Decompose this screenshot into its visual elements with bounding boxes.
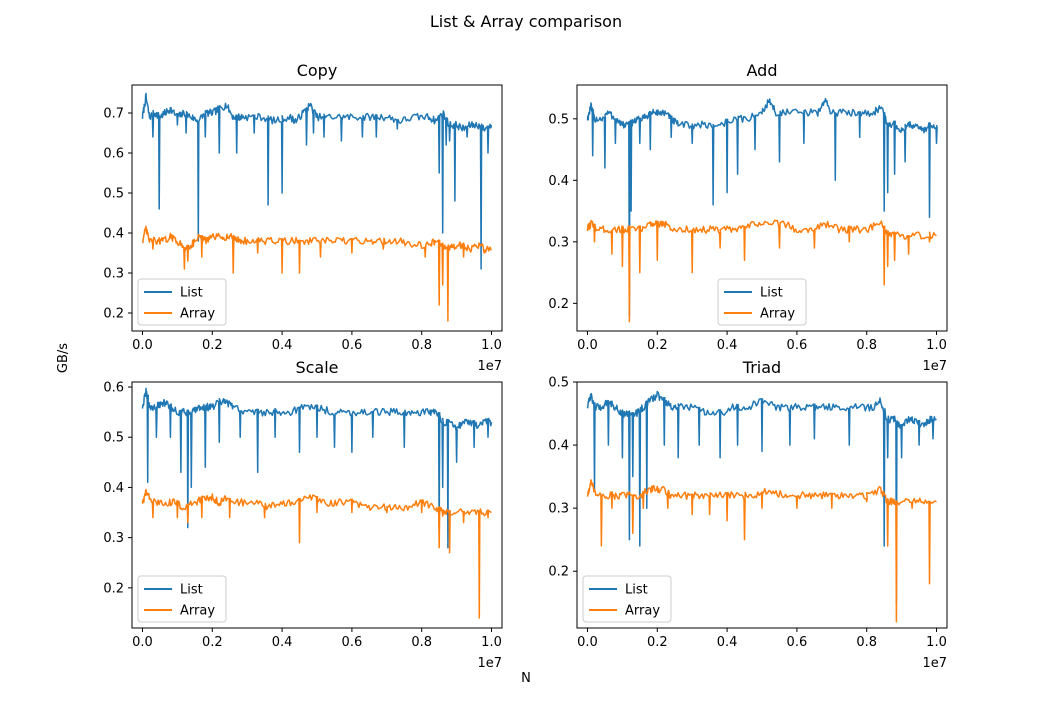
y-tick-label: 0.7 [103,107,124,122]
legend-label-list: List [760,286,783,301]
legend-label-list: List [625,583,648,598]
y-tick-label: 0.5 [103,187,124,202]
x-tick-label: 0.6 [342,635,363,650]
y-tick-label: 0.3 [103,267,124,282]
x-tick-label: 0.2 [202,338,223,353]
subplot-title: Scale [295,358,338,377]
axes-frame [576,381,948,629]
y-tick-label: 0.2 [548,297,569,312]
x-tick-label: 0.8 [411,635,432,650]
copy-subplot: Copy 0.0 0.2 0.4 0.6 0.8 1.0 1e7 0.2 0.3 0.4 0.5 0.… [103,61,503,374]
subplot-title: Add [747,61,778,80]
y-tick-label: 0.6 [103,147,124,162]
y-tick-label: 0.5 [548,112,569,127]
x-tick-label: 0.0 [132,338,153,353]
x-tick-label: 1.0 [481,635,502,650]
x-tick-label: 0.6 [787,338,808,353]
legend: List Array [717,278,807,326]
series-line-list [586,390,937,604]
x-offset-label: 1e7 [922,656,947,671]
legend: List Array [582,575,672,623]
axes-frame [131,84,503,332]
x-tick-label: 0.8 [411,338,432,353]
y-tick-label: 0.3 [548,502,569,517]
y-tick-label: 0.4 [548,174,569,189]
add-subplot: Add 0.0 0.2 0.4 0.6 0.8 1.0 1e7 0.2 0.3 0.4 0.5 Lis… [548,61,948,374]
x-tick-label: 0.6 [787,635,808,650]
x-offset-label: 1e7 [922,359,947,374]
y-tick-label: 0.2 [103,307,124,322]
y-tick-label: 0.2 [548,565,569,580]
triad-subplot: Triad 0.0 0.2 0.4 0.6 0.8 1.0 1e7 0.2 0.3 0.4 0.5 L… [548,358,948,671]
x-tick-label: 0.4 [717,338,738,353]
axes-frame [576,84,948,332]
x-tick-label: 0.0 [577,338,598,353]
series-line-array [142,225,493,322]
legend-label-list: List [180,583,203,598]
figure-xlabel: N [521,671,531,686]
x-tick-label: 0.2 [647,635,668,650]
x-tick-label: 0.0 [132,635,153,650]
legend-label-array: Array [180,604,215,619]
y-tick-label: 0.4 [103,481,124,496]
x-tick-label: 0.0 [577,635,598,650]
series-line-list [586,97,938,317]
subplot-title: Triad [742,358,781,377]
legend-label-array: Array [625,604,660,619]
axes-frame [131,381,503,629]
series-line-list [141,387,493,549]
series-line-array [586,219,937,323]
scale-subplot: Scale 0.0 0.2 0.4 0.6 0.8 1.0 1e7 0.2 0.3 0.4 0.5 0… [103,358,503,671]
y-tick-label: 0.3 [548,235,569,250]
x-tick-label: 0.8 [856,635,877,650]
x-offset-label: 1e7 [477,656,502,671]
x-tick-label: 0.2 [202,635,223,650]
x-tick-label: 0.4 [272,635,293,650]
x-tick-label: 0.4 [717,635,738,650]
figure-title: List & Array comparison [430,12,622,31]
x-tick-label: 0.6 [342,338,363,353]
legend: List Array [137,278,227,326]
legend-label-array: Array [180,307,215,322]
y-tick-label: 0.4 [103,227,124,242]
series-line-list [141,92,493,270]
series-line-array [141,488,492,619]
y-tick-label: 0.4 [548,439,569,454]
y-tick-label: 0.5 [548,376,569,391]
y-tick-label: 0.5 [103,431,124,446]
x-tick-label: 0.8 [856,338,877,353]
x-tick-label: 1.0 [926,338,947,353]
y-tick-label: 0.2 [103,581,124,596]
x-tick-label: 1.0 [926,635,947,650]
y-tick-label: 0.6 [103,381,124,396]
x-tick-label: 0.2 [647,338,668,353]
legend-label-array: Array [760,307,795,322]
subplot-title: Copy [297,61,338,80]
x-tick-label: 0.4 [272,338,293,353]
legend-label-list: List [180,286,203,301]
series-line-array [586,479,937,623]
x-offset-label: 1e7 [477,359,502,374]
y-tick-label: 0.3 [103,531,124,546]
figure-ylabel: GB/s [56,343,71,373]
x-tick-label: 1.0 [481,338,502,353]
legend: List Array [137,575,227,623]
